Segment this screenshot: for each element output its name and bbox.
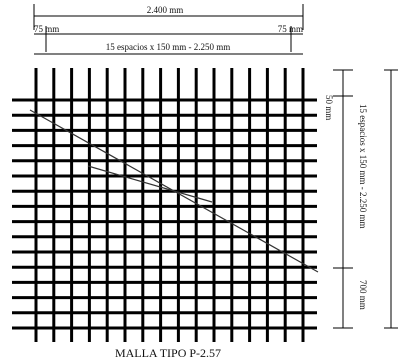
- horizontal-spacing-label: 15 espacios x 150 mm - 2.250 mm: [106, 42, 231, 52]
- vertical-dimension: [333, 69, 398, 329]
- mesh-title: MALLA TIPO P-2.57: [115, 346, 221, 360]
- right-margin-label: 75 mm: [278, 24, 303, 34]
- bottom-segment-label: 700 mm: [358, 280, 368, 310]
- crack-line-short: [87, 165, 213, 203]
- left-margin-label: 75 mm: [34, 24, 59, 34]
- top-offset-label: 50 mm: [324, 95, 334, 120]
- vertical-spacing-label: 15 espacios x 150 mm - 2.250 mm: [358, 104, 368, 229]
- total-width-label: 2.400 mm: [147, 5, 184, 15]
- total-width-dimension: [33, 4, 304, 30]
- crack-lines: [29, 109, 319, 273]
- margin-dimension: [34, 26, 303, 52]
- steel-mesh-grid: [12, 68, 317, 342]
